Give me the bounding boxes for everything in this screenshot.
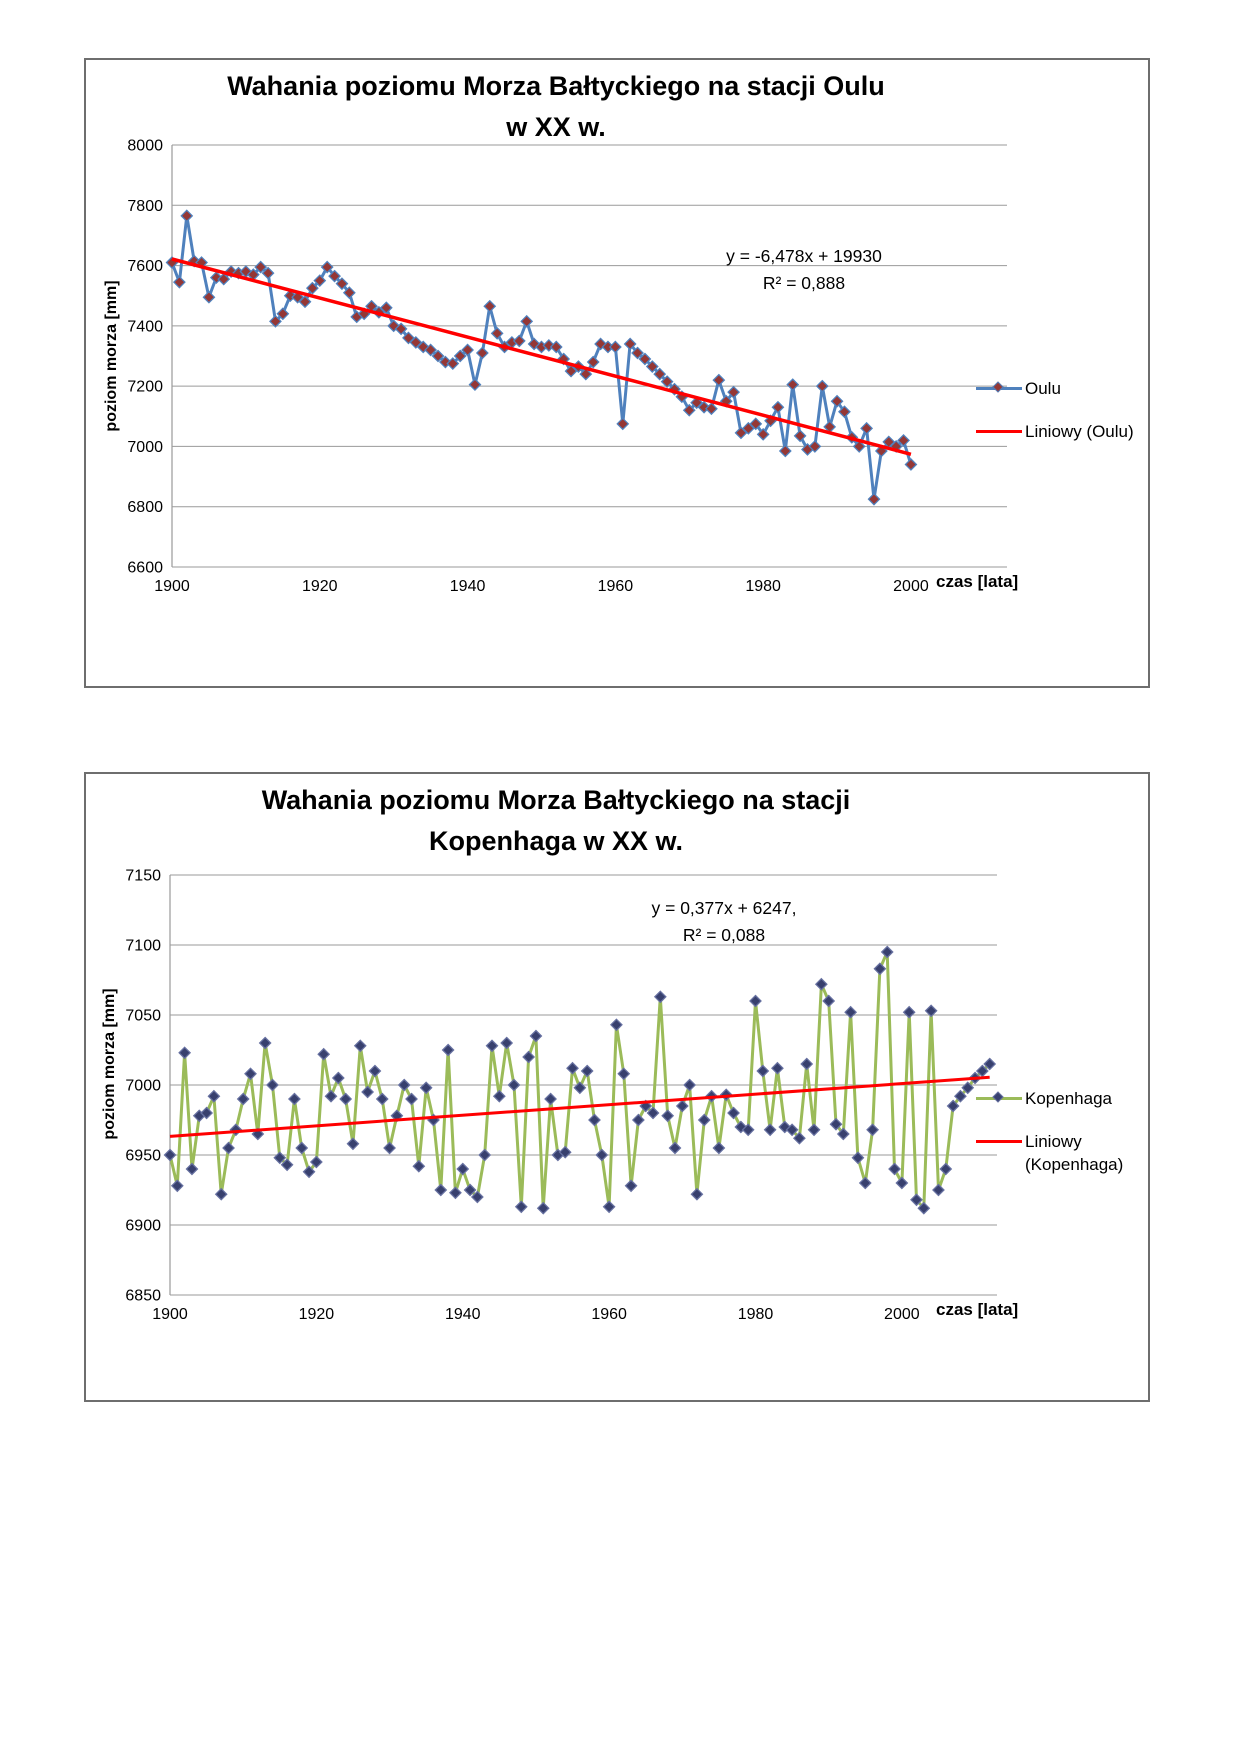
- svg-text:7400: 7400: [127, 318, 163, 335]
- svg-text:7800: 7800: [127, 198, 163, 215]
- svg-text:1900: 1900: [154, 578, 190, 595]
- svg-text:1920: 1920: [302, 578, 338, 595]
- svg-text:6900: 6900: [125, 1218, 161, 1235]
- svg-text:7000: 7000: [127, 439, 163, 456]
- oulu-trend-equation: y = -6,478x + 19930 R² = 0,888: [639, 243, 969, 297]
- legend-item-liniowy-oulu: Liniowy (Oulu): [976, 421, 1151, 444]
- svg-text:1960: 1960: [591, 1306, 627, 1323]
- svg-text:8000: 8000: [127, 138, 163, 155]
- kopenhaga-chart-title: Wahania poziomu Morza Bałtyckiego na sta…: [106, 780, 1006, 861]
- legend-label-oulu: Oulu: [1025, 379, 1061, 398]
- oulu-r-squared: R² = 0,888: [762, 273, 846, 294]
- oulu-chart-title: Wahania poziomu Morza Bałtyckiego na sta…: [106, 66, 1006, 147]
- legend-item-liniowy-kopenhaga: Liniowy (Kopenhaga): [976, 1131, 1151, 1177]
- legend-item-kopenhaga: Kopenhaga: [976, 1088, 1151, 1111]
- svg-text:6950: 6950: [125, 1148, 161, 1165]
- svg-text:6600: 6600: [127, 560, 163, 577]
- legend-item-oulu: Oulu: [976, 378, 1151, 401]
- legend-label-liniowy-oulu: Liniowy (Oulu): [1025, 421, 1134, 441]
- oulu-trend-marker-icon: [976, 425, 1022, 437]
- legend-label-kopenhaga: Kopenhaga: [1025, 1089, 1112, 1108]
- legend-label-liniowy-kopenhaga: Liniowy (Kopenhaga): [1025, 1131, 1124, 1174]
- oulu-x-axis-title: czas [lata]: [936, 572, 1019, 591]
- svg-text:1940: 1940: [450, 578, 486, 595]
- svg-text:1920: 1920: [299, 1306, 335, 1323]
- oulu-series-marker-icon: [976, 381, 1022, 394]
- kopenhaga-title-line1: Wahania poziomu Morza Bałtyckiego na sta…: [261, 785, 851, 815]
- kopenhaga-x-axis-title: czas [lata]: [936, 1300, 1019, 1319]
- kopenhaga-title-line2: Kopenhaga w XX w.: [428, 825, 684, 856]
- svg-text:7150: 7150: [125, 868, 161, 885]
- kopenhaga-plot-area: 6850 6900 6950 7000 7050 7100 7150 1900 1920 1940…: [125, 868, 997, 1323]
- oulu-title-line2: w XX w.: [506, 111, 606, 142]
- oulu-title-line1: Wahania poziomu Morza Bałtyckiego na sta…: [227, 71, 885, 101]
- svg-text:7050: 7050: [125, 1008, 161, 1025]
- oulu-plot-area: 6600 6800 7000 7200 7400 7600 7800 8000 1900 1920…: [127, 138, 1007, 595]
- kopenhaga-equation-line: y = 0,377x + 6247,: [651, 898, 797, 918]
- svg-text:7600: 7600: [127, 258, 163, 275]
- svg-text:2000: 2000: [884, 1306, 920, 1323]
- svg-text:1980: 1980: [745, 578, 781, 595]
- svg-text:2000: 2000: [893, 578, 929, 595]
- kopenhaga-trend-equation: y = 0,377x + 6247, R² = 0,088: [559, 895, 889, 949]
- kopenhaga-chart: Wahania poziomu Morza Bałtyckiego na sta…: [84, 772, 1150, 1402]
- kopenhaga-trend-marker-icon: [976, 1135, 1022, 1147]
- svg-text:1900: 1900: [152, 1306, 188, 1323]
- svg-text:7200: 7200: [127, 379, 163, 396]
- kopenhaga-legend: Kopenhaga Liniowy (Kopenhaga): [976, 1088, 1151, 1197]
- kopenhaga-r-squared: R² = 0,088: [682, 925, 766, 946]
- svg-text:1960: 1960: [598, 578, 634, 595]
- svg-text:1980: 1980: [738, 1306, 774, 1323]
- kopenhaga-series-marker-icon: [976, 1091, 1022, 1104]
- svg-text:7000: 7000: [125, 1078, 161, 1095]
- kopenhaga-y-axis-title: poziom morza [mm]: [101, 988, 118, 1140]
- svg-text:1940: 1940: [445, 1306, 481, 1323]
- svg-text:6800: 6800: [127, 499, 163, 516]
- oulu-chart: Wahania poziomu Morza Bałtyckiego na sta…: [84, 58, 1150, 688]
- oulu-y-axis-title: poziom morza [mm]: [103, 280, 120, 432]
- oulu-equation-line: y = -6,478x + 19930: [726, 246, 882, 266]
- oulu-legend: Oulu Liniowy (Oulu): [976, 378, 1151, 464]
- svg-text:6850: 6850: [125, 1288, 161, 1305]
- svg-text:7100: 7100: [125, 938, 161, 955]
